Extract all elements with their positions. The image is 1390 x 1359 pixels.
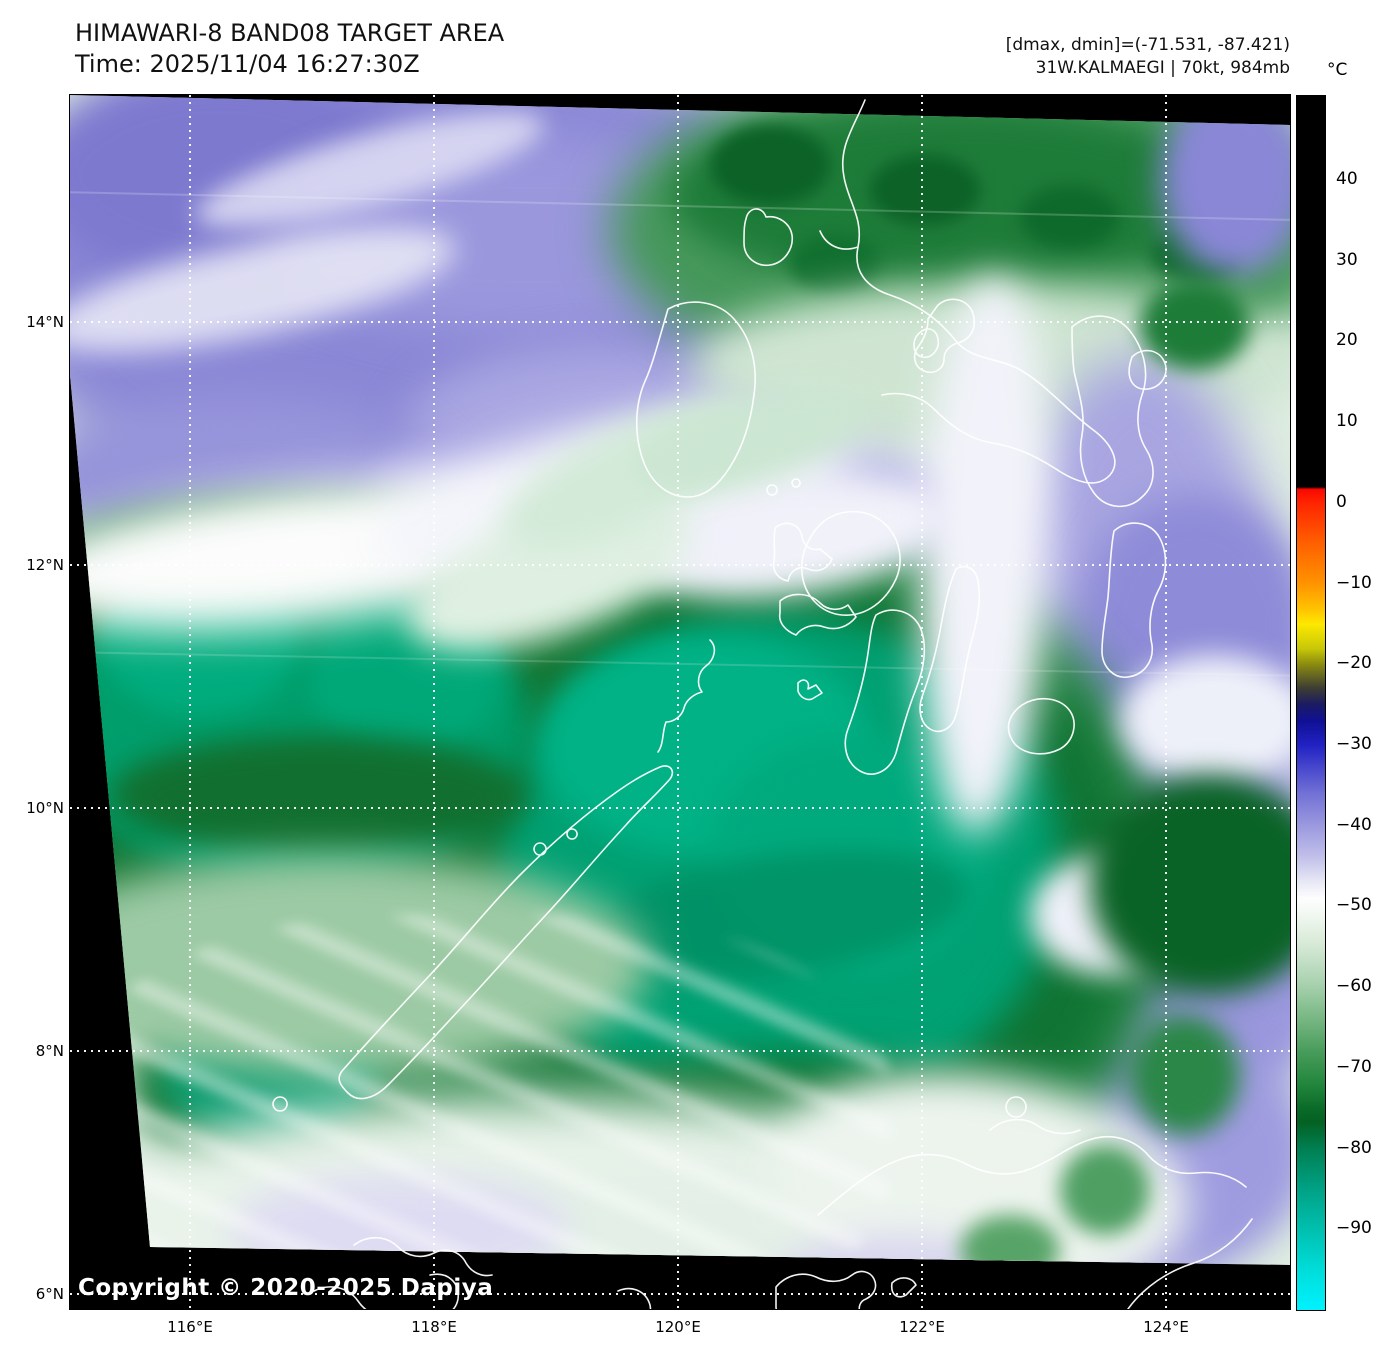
- gridline-lon-118: [433, 95, 435, 1309]
- gridline-lat-6: [70, 1293, 1290, 1295]
- colorbar-tick-30: 30: [1336, 249, 1358, 270]
- colorbar-tick--50: −50: [1336, 895, 1372, 916]
- satellite-image: [70, 95, 1290, 1265]
- coastline-mindanao: [817, 1096, 1253, 1309]
- title-block: HIMAWARI-8 BAND08 TARGET AREA Time: 2025…: [75, 18, 504, 80]
- cloud-blob: [710, 125, 830, 205]
- colorbar-tick--90: −90: [1336, 1218, 1372, 1239]
- lon-label-120: 120°E: [655, 1318, 701, 1336]
- satellite-map: Copyright © 2020-2025 Dapiya: [69, 94, 1291, 1310]
- coastline-camiguin-islets: [775, 1270, 917, 1309]
- colorbar-tick--40: −40: [1336, 814, 1372, 835]
- gridline-lat-10: [70, 807, 1290, 809]
- copyright-watermark: Copyright © 2020-2025 Dapiya: [78, 1275, 494, 1301]
- coastline-borneo: [313, 1236, 652, 1309]
- colorbar-tick-40: 40: [1336, 168, 1358, 189]
- lon-label-116: 116°E: [167, 1318, 213, 1336]
- coastline-mindoro: [635, 301, 756, 498]
- coastline-luzon: [819, 99, 1116, 484]
- info-block: [dmax, dmin]=(-71.531, -87.421) 31W.KALM…: [1006, 34, 1290, 80]
- lat-label-10: 10°N: [26, 799, 64, 817]
- colorbar-tick--70: −70: [1336, 1056, 1372, 1077]
- cloud-blob: [790, 235, 880, 295]
- coastline-negros: [844, 609, 926, 775]
- cloud-blob: [1130, 1015, 1240, 1135]
- temperature-colorbar: [1296, 95, 1326, 1311]
- coastline-bohol: [1007, 698, 1075, 755]
- coastline-marinduque: [743, 208, 794, 267]
- dmax-dmin-readout: [dmax, dmin]=(-71.531, -87.421): [1005, 35, 1290, 55]
- colorbar-tick--30: −30: [1336, 733, 1372, 754]
- colorbar-tick--80: −80: [1336, 1137, 1372, 1158]
- timestamp: Time: 2025/11/04 16:27:30Z: [75, 50, 420, 78]
- gridline-lat-14: [70, 321, 1290, 323]
- coastline-catanduanes: [1128, 349, 1167, 390]
- coastline-tablas-sibuyan: [772, 522, 857, 701]
- gridline-lat-8: [70, 1050, 1290, 1052]
- coastlines: [272, 99, 1253, 1309]
- cloud-blob: [70, 855, 650, 1075]
- coastline-leyte: [1101, 522, 1167, 678]
- gridline-lon-122: [921, 95, 923, 1309]
- lat-label-6: 6°N: [35, 1285, 64, 1303]
- colorbar-tick-0: 0: [1336, 491, 1347, 512]
- colorbar-tick-10: 10: [1336, 411, 1358, 432]
- coastline-panay: [766, 478, 901, 616]
- coastline-busuanga: [657, 639, 716, 753]
- colorbar-tick-20: 20: [1336, 330, 1358, 351]
- cloud-blob: [1020, 185, 1120, 249]
- lon-label-124: 124°E: [1143, 1318, 1189, 1336]
- lon-label-122: 122°E: [899, 1318, 945, 1336]
- coastline-samar: [1071, 315, 1154, 508]
- storm-status: 31W.KALMAEGI | 70kt, 984mb: [1035, 58, 1290, 78]
- lat-label-8: 8°N: [35, 1042, 64, 1060]
- lat-label-14: 14°N: [26, 313, 64, 331]
- page-title: HIMAWARI-8 BAND08 TARGET AREA: [75, 19, 505, 47]
- colorbar-tick--60: −60: [1336, 976, 1372, 997]
- cloud-blob: [1160, 95, 1290, 275]
- coastline-palawan: [272, 765, 674, 1112]
- coastline-masbate: [913, 298, 976, 374]
- colorbar-tick--20: −20: [1336, 653, 1372, 674]
- cloud-streak-texture: [70, 915, 890, 1265]
- lat-label-12: 12°N: [26, 556, 64, 574]
- cloud-blob: [870, 155, 980, 225]
- gridline-lon-116: [189, 95, 191, 1309]
- colorbar-tick--10: −10: [1336, 572, 1372, 593]
- cloud-blob: [1060, 1145, 1150, 1235]
- gridline-lon-120: [677, 95, 679, 1309]
- gridline-lat-12: [70, 564, 1290, 566]
- coastline-cebu: [919, 565, 981, 733]
- cloud-blob: [1120, 655, 1290, 785]
- cloud-blob: [110, 735, 530, 855]
- cloud-blob: [1090, 775, 1290, 995]
- lon-label-118: 118°E: [411, 1318, 457, 1336]
- gridline-lon-124: [1165, 95, 1167, 1309]
- colorbar-unit-label: °C: [1327, 60, 1348, 80]
- cloud-blob: [960, 1215, 1060, 1265]
